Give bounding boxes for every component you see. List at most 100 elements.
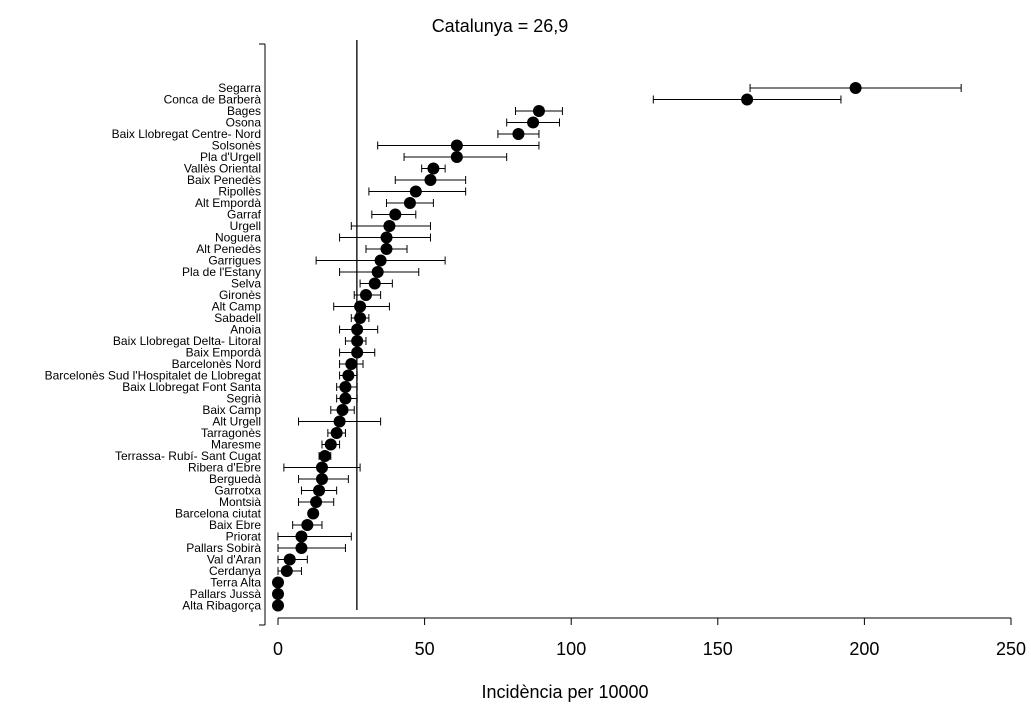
category-label: Terra Alta: [210, 576, 261, 590]
data-point: [283, 553, 296, 566]
category-label: Barcelonès Sud l'Hospitalet de Llobregat: [45, 369, 262, 383]
category-label: Conca de Barberà: [164, 93, 262, 107]
data-point: [315, 461, 328, 474]
data-point: [354, 312, 367, 324]
category-label: Baix Llobregat Font Santa: [122, 380, 261, 394]
x-tick-label: 150: [703, 639, 733, 659]
x-tick-label: 200: [849, 639, 879, 659]
category-label: Noguera: [215, 231, 261, 245]
data-point: [741, 93, 754, 106]
data-point: [318, 450, 331, 462]
category-label: Pallars Sobirà: [186, 541, 261, 555]
category-label: Garrotxa: [214, 484, 261, 498]
data-point: [403, 197, 416, 209]
category-label: Baix Ebre: [209, 518, 261, 532]
data-point: [512, 128, 525, 140]
data-point: [351, 323, 364, 336]
category-label: Baix Camp: [202, 403, 261, 417]
data-point: [310, 496, 323, 508]
data-points: [272, 82, 862, 612]
category-label: Cerdanya: [209, 564, 261, 578]
data-point: [345, 358, 358, 370]
category-label: Priorat: [226, 530, 262, 544]
data-point: [368, 277, 381, 290]
category-label: Urgell: [230, 219, 261, 233]
category-label: Garrigues: [208, 254, 261, 268]
data-point: [351, 335, 364, 347]
category-label: Baix Empordà: [186, 346, 262, 360]
data-point: [272, 599, 284, 612]
category-label: Alt Camp: [212, 300, 262, 314]
data-point: [339, 392, 352, 405]
category-label: Berguedà: [209, 472, 261, 486]
category-label: Baix Llobregat Centre- Nord: [112, 127, 261, 141]
category-label: Gironès: [219, 288, 261, 302]
y-axis: [259, 43, 266, 626]
category-label: Tarragonès: [201, 426, 261, 440]
category-label: Barcelona ciutat: [175, 507, 262, 521]
category-label: Selva: [231, 277, 261, 291]
data-point: [383, 220, 396, 232]
data-point: [330, 427, 343, 439]
category-label: Pla de l'Estany: [182, 265, 261, 279]
x-tick-label: 250: [996, 639, 1026, 659]
data-point: [272, 588, 284, 600]
category-label: Solsonès: [212, 139, 261, 153]
category-label: Barcelonès Nord: [172, 357, 261, 371]
category-label: Sabadell: [214, 311, 261, 325]
data-point: [450, 139, 463, 152]
data-point: [359, 289, 372, 301]
chart-title: Catalunya = 26,9: [432, 16, 569, 36]
x-axis: 0 50 100 150 200 250: [273, 617, 1026, 659]
data-point: [342, 369, 355, 382]
x-axis-label: Incidència per 10000: [481, 682, 648, 702]
category-label: Alt Penedès: [196, 242, 261, 256]
category-label: Terrassa- Rubí- Sant Cugat: [115, 449, 262, 463]
data-point: [339, 381, 352, 393]
x-tick-label: 100: [556, 639, 586, 659]
error-bars: [277, 84, 962, 575]
category-label: Maresme: [211, 438, 261, 452]
data-point: [351, 346, 364, 359]
category-label: Val d'Aran: [207, 553, 261, 567]
x-tick-label: 0: [273, 639, 283, 659]
category-label: Ripollès: [218, 185, 261, 199]
category-label: Vallès Oriental: [184, 162, 261, 176]
category-label: Pallars Jussà: [190, 587, 262, 601]
data-point: [315, 473, 328, 485]
category-label: Alt Empordà: [195, 196, 261, 210]
category-label: Baix Llobregat Delta- Litoral: [113, 334, 261, 348]
category-label: Bages: [227, 104, 261, 118]
data-point: [380, 231, 393, 244]
data-point: [409, 185, 422, 198]
category-label: Garraf: [227, 208, 262, 222]
category-label: Baix Penedès: [187, 173, 261, 187]
data-point: [301, 519, 314, 531]
category-label: Segrià: [226, 392, 261, 406]
data-point: [371, 266, 384, 278]
category-label: Montsià: [219, 495, 261, 509]
data-point: [313, 484, 326, 497]
data-point: [333, 415, 346, 428]
data-point: [380, 243, 393, 255]
data-point: [527, 116, 540, 129]
category-label: Ribera d'Ebre: [188, 461, 261, 475]
data-point: [280, 565, 293, 577]
data-point: [354, 300, 367, 313]
data-point: [427, 162, 440, 175]
data-point: [272, 576, 284, 589]
data-point: [389, 208, 402, 221]
data-point: [374, 254, 387, 267]
data-point: [424, 174, 437, 186]
data-point: [295, 542, 308, 554]
category-label: Pla d'Urgell: [200, 150, 261, 164]
data-point: [450, 151, 463, 163]
data-point: [295, 530, 308, 543]
category-label: Segarra: [218, 81, 261, 95]
category-label: Alta Ribagorça: [182, 599, 261, 613]
x-tick-label: 50: [415, 639, 435, 659]
data-point: [307, 507, 320, 520]
category-label: Alt Urgell: [212, 415, 261, 429]
